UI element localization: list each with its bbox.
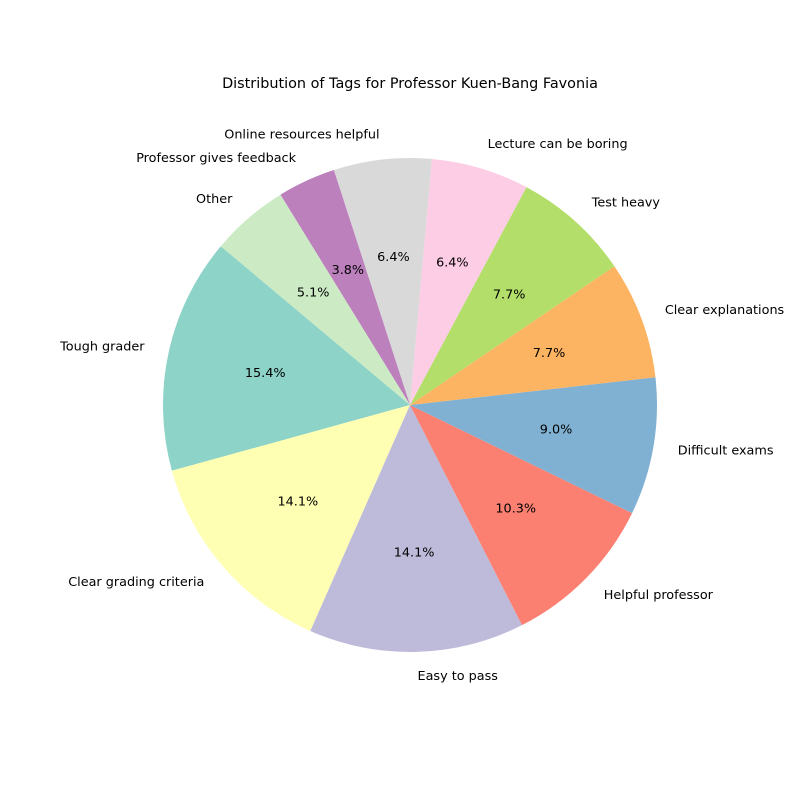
pie-slice-clear-grading-criteria <box>171 405 410 631</box>
slice-label-clear-grading-criteria: Clear grading criteria <box>68 575 204 590</box>
slice-percent-clear-explanations: 7.7% <box>533 346 566 361</box>
slice-percent-tough-grader: 15.4% <box>245 366 286 381</box>
slice-label-helpful-professor: Helpful professor <box>604 588 714 603</box>
slice-label-tough-grader: Tough grader <box>59 340 145 355</box>
slice-percent-online-resources-helpful: 6.4% <box>377 250 410 265</box>
pie-slice-difficult-exams <box>410 377 657 514</box>
slice-label-easy-to-pass: Easy to pass <box>417 669 498 684</box>
pie-slice-lecture-can-be-boring <box>410 158 527 405</box>
pie-slice-tough-grader <box>162 246 410 471</box>
slice-percent-helpful-professor: 10.3% <box>495 501 536 516</box>
slices-layer <box>162 158 657 653</box>
slice-percent-easy-to-pass: 14.1% <box>394 546 435 561</box>
slice-percent-professor-gives-feedback: 3.8% <box>332 263 365 278</box>
slice-label-online-resources-helpful: Online resources helpful <box>224 128 379 143</box>
slice-label-other: Other <box>196 192 233 207</box>
pie-slice-other <box>220 194 410 405</box>
slice-percent-test-heavy: 7.7% <box>493 287 526 302</box>
slice-label-difficult-exams: Difficult exams <box>678 444 774 459</box>
pie-slice-test-heavy <box>410 187 615 405</box>
slice-percent-clear-grading-criteria: 14.1% <box>278 494 319 509</box>
slice-percent-difficult-exams: 9.0% <box>540 423 573 438</box>
pie-slice-clear-explanations <box>410 266 656 405</box>
slice-label-test-heavy: Test heavy <box>591 196 661 211</box>
pie-slice-helpful-professor <box>410 405 633 626</box>
slice-percent-other: 5.1% <box>297 285 330 300</box>
slice-label-clear-explanations: Clear explanations <box>665 303 785 318</box>
pie-slice-online-resources-helpful <box>333 158 432 405</box>
pie-slice-easy-to-pass <box>310 405 522 653</box>
slice-percent-lecture-can-be-boring: 6.4% <box>436 255 469 270</box>
slice-label-lecture-can-be-boring: Lecture can be boring <box>488 137 628 152</box>
pie-slice-professor-gives-feedback <box>280 170 410 405</box>
labels-layer: Tough grader 15.4% Clear grading criteria 1… <box>59 128 784 685</box>
slice-label-professor-gives-feedback: Professor gives feedback <box>136 151 296 166</box>
chart-title: Distribution of Tags for Professor Kuen-… <box>222 76 598 92</box>
